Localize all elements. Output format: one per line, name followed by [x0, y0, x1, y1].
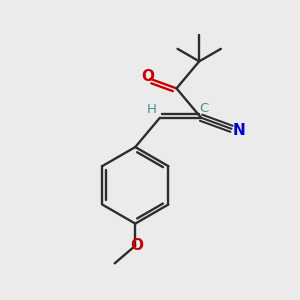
Text: N: N: [232, 123, 245, 138]
Text: C: C: [199, 102, 208, 116]
Text: O: O: [141, 69, 154, 84]
Text: O: O: [130, 238, 143, 253]
Text: H: H: [147, 103, 157, 116]
